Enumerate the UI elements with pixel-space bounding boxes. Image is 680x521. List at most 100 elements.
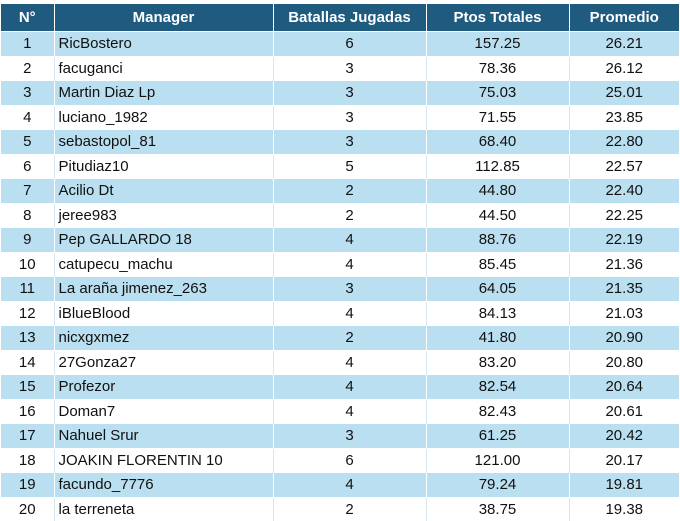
cell-battles: 6 <box>273 32 426 57</box>
cell-manager: La araña jimenez_263 <box>54 277 273 302</box>
cell-points: 78.36 <box>426 56 569 81</box>
cell-average: 20.61 <box>569 399 679 424</box>
cell-number: 1 <box>1 32 54 57</box>
cell-average: 22.57 <box>569 154 679 179</box>
cell-manager: 27Gonza27 <box>54 350 273 375</box>
cell-battles: 4 <box>273 301 426 326</box>
cell-average: 26.21 <box>569 32 679 57</box>
cell-battles: 2 <box>273 497 426 521</box>
cell-battles: 3 <box>273 105 426 130</box>
cell-average: 20.17 <box>569 448 679 473</box>
cell-average: 20.64 <box>569 375 679 400</box>
cell-manager: facuganci <box>54 56 273 81</box>
cell-manager: Acilio Dt <box>54 179 273 204</box>
cell-battles: 2 <box>273 326 426 351</box>
cell-battles: 3 <box>273 81 426 106</box>
cell-manager: Pitudiaz10 <box>54 154 273 179</box>
cell-average: 23.85 <box>569 105 679 130</box>
cell-points: 84.13 <box>426 301 569 326</box>
table-header: N° Manager Batallas Jugadas Ptos Totales… <box>1 4 679 32</box>
cell-average: 21.03 <box>569 301 679 326</box>
cell-battles: 4 <box>273 473 426 498</box>
cell-number: 18 <box>1 448 54 473</box>
cell-number: 20 <box>1 497 54 521</box>
cell-manager: Martin Diaz Lp <box>54 81 273 106</box>
cell-number: 11 <box>1 277 54 302</box>
cell-average: 19.38 <box>569 497 679 521</box>
cell-number: 12 <box>1 301 54 326</box>
col-header-average[interactable]: Promedio <box>569 4 679 32</box>
cell-battles: 4 <box>273 375 426 400</box>
cell-points: 38.75 <box>426 497 569 521</box>
cell-number: 2 <box>1 56 54 81</box>
cell-points: 41.80 <box>426 326 569 351</box>
cell-number: 17 <box>1 424 54 449</box>
cell-number: 13 <box>1 326 54 351</box>
col-header-number[interactable]: N° <box>1 4 54 32</box>
cell-points: 64.05 <box>426 277 569 302</box>
cell-points: 82.54 <box>426 375 569 400</box>
cell-manager: Profezor <box>54 375 273 400</box>
cell-average: 26.12 <box>569 56 679 81</box>
cell-number: 15 <box>1 375 54 400</box>
cell-number: 16 <box>1 399 54 424</box>
cell-points: 83.20 <box>426 350 569 375</box>
cell-battles: 3 <box>273 56 426 81</box>
col-header-battles[interactable]: Batallas Jugadas <box>273 4 426 32</box>
cell-number: 3 <box>1 81 54 106</box>
ranking-table: N° Manager Batallas Jugadas Ptos Totales… <box>1 4 679 521</box>
cell-number: 14 <box>1 350 54 375</box>
cell-number: 8 <box>1 203 54 228</box>
cell-average: 20.42 <box>569 424 679 449</box>
cell-battles: 4 <box>273 228 426 253</box>
cell-number: 6 <box>1 154 54 179</box>
cell-average: 21.36 <box>569 252 679 277</box>
col-header-manager[interactable]: Manager <box>54 4 273 32</box>
cell-average: 22.80 <box>569 130 679 155</box>
cell-manager: Nahuel Srur <box>54 424 273 449</box>
cell-battles: 4 <box>273 252 426 277</box>
cell-number: 10 <box>1 252 54 277</box>
cell-points: 71.55 <box>426 105 569 130</box>
cell-points: 157.25 <box>426 32 569 57</box>
cell-points: 79.24 <box>426 473 569 498</box>
cell-number: 19 <box>1 473 54 498</box>
col-header-points[interactable]: Ptos Totales <box>426 4 569 32</box>
cell-number: 4 <box>1 105 54 130</box>
cell-battles: 3 <box>273 424 426 449</box>
cell-number: 5 <box>1 130 54 155</box>
cell-manager: sebastopol_81 <box>54 130 273 155</box>
cell-manager: catupecu_machu <box>54 252 273 277</box>
cell-average: 20.90 <box>569 326 679 351</box>
cell-battles: 6 <box>273 448 426 473</box>
cell-manager: JOAKIN FLORENTIN 10 <box>54 448 273 473</box>
cell-points: 75.03 <box>426 81 569 106</box>
cell-average: 21.35 <box>569 277 679 302</box>
cell-manager: nicxgxmez <box>54 326 273 351</box>
cell-battles: 5 <box>273 154 426 179</box>
cell-number: 7 <box>1 179 54 204</box>
cell-average: 19.81 <box>569 473 679 498</box>
cell-manager: Pep GALLARDO 18 <box>54 228 273 253</box>
